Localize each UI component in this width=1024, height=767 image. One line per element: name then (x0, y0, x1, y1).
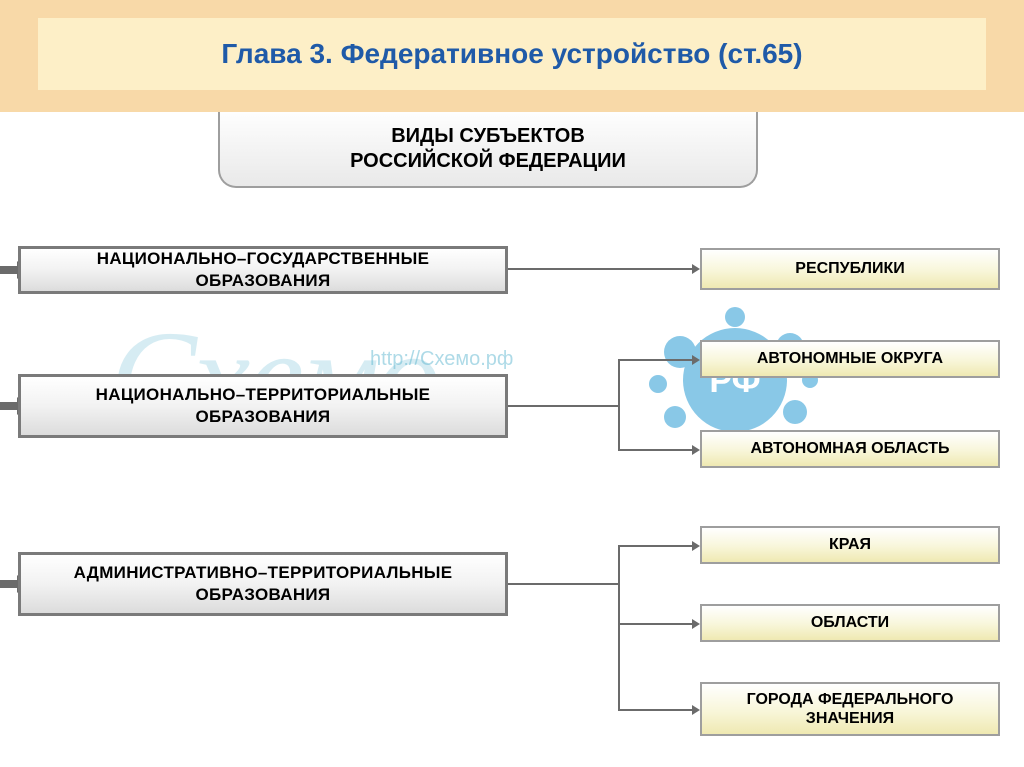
subject-federal-cities: ГОРОДА ФЕДЕРАЛЬНОГО ЗНАЧЕНИЯ (700, 682, 1000, 736)
arrow-incoming-1 (0, 266, 18, 274)
subject-kraya: КРАЯ (700, 526, 1000, 564)
connector-cat1-republics (508, 268, 692, 270)
subject-autonomous-okrugs: АВТОНОМНЫЕ ОКРУГА (700, 340, 1000, 378)
connector-cat3-to-kraya (618, 545, 692, 547)
category-national-terr-l2: ОБРАЗОВАНИЯ (96, 406, 431, 428)
subject-autonomous-oblast: АВТОНОМНАЯ ОБЛАСТЬ (700, 430, 1000, 468)
page-title: Глава 3. Федеративное устройство (ст.65) (221, 38, 802, 70)
connector-cat2-vertical (618, 359, 620, 451)
root-line-2: РОССИЙСКОЙ ФЕДЕРАЦИИ (350, 149, 626, 174)
category-admin-territorial: АДМИНИСТРАТИВНО–ТЕРРИТОРИАЛЬНЫЕ ОБРАЗОВА… (18, 552, 508, 616)
connector-cat3-stem (508, 583, 618, 585)
arrow-incoming-3 (0, 580, 18, 588)
connector-cat3-to-oblasti (618, 623, 692, 625)
subject-republics: РЕСПУБЛИКИ (700, 248, 1000, 290)
subject-republics-label: РЕСПУБЛИКИ (795, 259, 904, 278)
category-admin-terr-l2: ОБРАЗОВАНИЯ (74, 584, 453, 606)
subject-auto-okrugs-label: АВТОНОМНЫЕ ОКРУГА (757, 349, 943, 368)
subject-gfz-l1: ГОРОДА ФЕДЕРАЛЬНОГО (747, 690, 954, 709)
subject-kraya-label: КРАЯ (829, 535, 871, 554)
category-national-territorial: НАЦИОНАЛЬНО–ТЕРРИТОРИАЛЬНЫЕ ОБРАЗОВАНИЯ (18, 374, 508, 438)
subject-gfz-l2: ЗНАЧЕНИЯ (747, 709, 954, 728)
subject-oblasti-label: ОБЛАСТИ (811, 613, 889, 632)
connector-cat3-vertical (618, 545, 620, 711)
watermark-url: http://Схемо.рф (370, 348, 513, 371)
title-bar: Глава 3. Федеративное устройство (ст.65) (38, 18, 986, 90)
connector-cat3-to-gfz (618, 709, 692, 711)
connector-cat2-stem (508, 405, 618, 407)
diagram-canvas: Схемо http://Схемо.рф РФ ВИДЫ СУБЪЕКТОВ … (0, 112, 1024, 767)
category-national-state-label: НАЦИОНАЛЬНО–ГОСУДАРСТВЕННЫЕ ОБРАЗОВАНИЯ (33, 248, 493, 292)
root-line-1: ВИДЫ СУБЪЕКТОВ (350, 124, 626, 149)
root-node: ВИДЫ СУБЪЕКТОВ РОССИЙСКОЙ ФЕДЕРАЦИИ (218, 112, 758, 188)
arrow-incoming-2 (0, 402, 18, 410)
connector-cat2-to-okrugs (618, 359, 692, 361)
category-national-terr-l1: НАЦИОНАЛЬНО–ТЕРРИТОРИАЛЬНЫЕ (96, 384, 431, 406)
subject-auto-oblast-label: АВТОНОМНАЯ ОБЛАСТЬ (750, 439, 949, 458)
connector-cat2-to-oblast (618, 449, 692, 451)
subject-oblasti: ОБЛАСТИ (700, 604, 1000, 642)
category-admin-terr-l1: АДМИНИСТРАТИВНО–ТЕРРИТОРИАЛЬНЫЕ (74, 562, 453, 584)
category-national-state: НАЦИОНАЛЬНО–ГОСУДАРСТВЕННЫЕ ОБРАЗОВАНИЯ (18, 246, 508, 294)
